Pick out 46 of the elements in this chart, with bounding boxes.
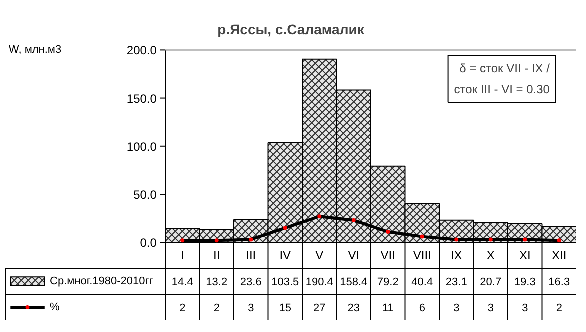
data-label: 103.5 [272, 276, 300, 289]
data-label: 3 [522, 302, 528, 315]
data-label: 79.2 [377, 276, 399, 289]
x-tick-label: I [180, 248, 184, 263]
x-tick-label: X [486, 248, 495, 263]
data-label: 40.4 [412, 276, 434, 289]
data-label: 11 [382, 302, 394, 315]
data-label: 3 [454, 302, 460, 315]
annotation: δ = сток VII - IX / сток III - VI = 0.30 [454, 62, 551, 97]
x-tick-label: XI [519, 248, 531, 263]
data-label: 27 [314, 302, 326, 315]
y-tick-label: 100.0 [126, 140, 158, 154]
x-tick-label: III [246, 248, 256, 263]
data-label: 23.1 [446, 276, 468, 289]
y-tick-label: 50.0 [134, 188, 158, 202]
chart-title: р.Яссы, с.Саламалик [218, 22, 366, 38]
data-label: 2 [556, 302, 562, 315]
data-label: 19.3 [514, 276, 536, 289]
legend-label: Ср.мног.1980-2010гг [50, 276, 154, 288]
x-tick-label: VII [380, 248, 396, 263]
data-label: 16.3 [548, 276, 570, 289]
x-tick-label: V [316, 248, 324, 263]
data-label: 20.7 [480, 276, 502, 289]
x-tick-label: XII [552, 248, 567, 263]
x-tick-label: IV [280, 248, 292, 263]
legend-label: % [50, 302, 60, 314]
data-label: 190.4 [306, 276, 334, 289]
data-label: 23 [348, 302, 360, 315]
x-tick-label: IX [450, 248, 462, 263]
text: W, млн.м3 [8, 44, 62, 56]
y-tick-label: 150.0 [126, 92, 158, 106]
y-tick-label: 0.0 [140, 236, 158, 250]
data-label: 23.6 [240, 276, 262, 289]
data-label: 15 [279, 302, 292, 315]
data-label: 158.4 [340, 276, 368, 289]
data-label: 3 [488, 302, 494, 315]
data-label: 6 [419, 302, 426, 315]
data-label: 2 [180, 302, 186, 315]
data-label: 14.4 [172, 276, 194, 289]
y-tick-label: 200.0 [126, 44, 158, 58]
x-tick-label: VIII [413, 248, 432, 263]
x-tick-label: II [214, 248, 220, 263]
data-label: 2 [214, 302, 220, 315]
x-tick-label: VI [348, 248, 360, 263]
data-label: 13.2 [206, 276, 228, 289]
data-label: 3 [248, 302, 254, 315]
